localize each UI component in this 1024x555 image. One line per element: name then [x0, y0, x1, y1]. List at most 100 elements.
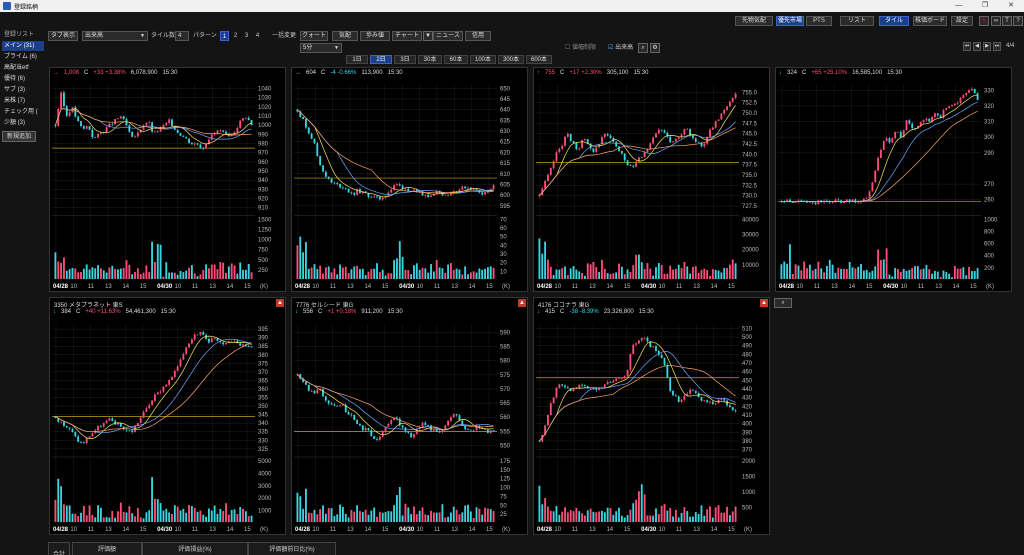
volume-bar — [202, 514, 205, 522]
limit-checkbox[interactable]: ☐ 値幅制限 — [565, 45, 597, 51]
interval-1[interactable]: 2日 — [370, 55, 392, 64]
candle — [438, 431, 441, 433]
pattern-2[interactable]: 2 — [233, 33, 238, 39]
top-button-1[interactable]: 優先市場 — [776, 16, 804, 26]
volume-bar — [381, 512, 384, 522]
top-button-0[interactable]: 先物気配 — [735, 16, 773, 26]
alert-icon[interactable]: ▲ — [276, 299, 284, 307]
interval-0[interactable]: 1日 — [346, 55, 368, 64]
alert-icon[interactable]: ▲ — [518, 299, 526, 307]
tile-count-stepper[interactable]: 4 — [175, 31, 189, 41]
last-page-icon[interactable]: ⏭ — [993, 42, 1001, 51]
sidebar-item-5[interactable]: 米株 (7) — [2, 96, 44, 107]
link-icon[interactable]: ∞ — [991, 16, 1001, 26]
y-tick-label: 560 — [500, 415, 511, 421]
bulk-button-1[interactable]: 気配 — [332, 31, 358, 41]
interval-select[interactable]: 5分 ▼ — [300, 43, 342, 53]
sidebar-item-1[interactable]: プライム (6) — [2, 52, 44, 63]
candle — [145, 408, 148, 412]
top-button-4[interactable]: タイル — [879, 16, 909, 26]
pen-icon[interactable]: ✎ — [979, 16, 989, 26]
volume-checkbox[interactable]: ☑ 出来高 — [608, 43, 633, 53]
interval-3[interactable]: 30本 — [418, 55, 442, 64]
pattern-4[interactable]: 4 — [255, 33, 260, 39]
last-price: 1,008 — [64, 70, 80, 76]
candlestick-chart[interactable]: 395 390 385 380 375 370 365 360 355 350 345 340 335 3… — [50, 308, 286, 535]
alert-icon[interactable]: ▲ — [760, 299, 768, 307]
interval-4[interactable]: 60本 — [444, 55, 468, 64]
stock-tile-2[interactable]: ↑ 755 C +17 +2.30% 305,100 15:30 755.0 752.5 750… — [533, 67, 770, 292]
moving-average-line — [539, 121, 736, 196]
candle — [216, 338, 219, 342]
volume-bar — [139, 274, 142, 279]
interval-2[interactable]: 3日 — [394, 55, 416, 64]
stock-tile-3[interactable]: ↓ 324 C +65 +25.10% 16,585,100 15:30 330 320 310… — [775, 67, 1012, 292]
stock-tile-5[interactable]: 7776 セルシード 東G ↓ 556 C +1 +0.18% 911,200 15:30 5… — [291, 297, 528, 535]
search-icon[interactable]: ⌕ — [774, 298, 792, 308]
minimize-icon[interactable]: — — [955, 2, 963, 9]
pattern-1[interactable]: 1 — [220, 31, 229, 41]
zoom-icon[interactable]: ⌕ — [638, 43, 648, 53]
dropdown-icon[interactable]: ▼ — [423, 31, 433, 41]
x-tick-label: 04/30 — [399, 527, 415, 533]
stock-tile-4[interactable]: 3350 メタプラネット 東S ↓ 384 C +40 +11.63% 54,461,30… — [49, 297, 286, 535]
volume-bar — [791, 273, 794, 279]
stock-tile-1[interactable]: → 604 C -4 -0.66% 113,900 15:30 650 645 640 635 63… — [291, 67, 528, 292]
sort-select[interactable]: 出来高 ▼ — [82, 31, 148, 41]
sidebar-item-6[interactable]: チェック用 ( — [2, 107, 44, 118]
candlestick-chart[interactable]: 510 500 490 480 470 460 450 440 430 420 410 400 390 3… — [534, 308, 770, 535]
candlestick-chart[interactable]: 650 645 640 635 630 625 620 615 610 605 600 595 04/2… — [292, 68, 528, 292]
x-tick-label: 11 — [434, 284, 441, 290]
maximize-icon[interactable]: ❐ — [981, 2, 989, 9]
sidebar-item-0[interactable]: メイン (31) — [2, 41, 44, 52]
candle — [364, 428, 367, 431]
stock-tile-0[interactable]: → 1,008 C +33 +3.38% 6,078,900 15:30 1040 1030 1… — [49, 67, 286, 292]
top-button-5[interactable]: 株価ボード — [913, 16, 947, 26]
stock-tile-6[interactable]: 4176 ココナラ 東G ↓ 415 C -38 -8.39% 23,326,800 15:… — [533, 297, 770, 535]
candle — [88, 436, 91, 438]
candle — [603, 133, 606, 138]
volume-bar — [885, 248, 888, 279]
volume-bar — [213, 264, 216, 279]
top-button-2[interactable]: PTS — [806, 16, 832, 26]
interval-5[interactable]: 100本 — [470, 55, 496, 64]
volume-bar — [618, 507, 620, 522]
candle — [646, 337, 649, 342]
interval-6[interactable]: 300本 — [498, 55, 524, 64]
bulk-button-4[interactable]: ニュース — [433, 31, 463, 41]
prev-page-icon[interactable]: ◀ — [973, 42, 981, 51]
top-button-3[interactable]: リスト — [840, 16, 874, 26]
settings-icon[interactable]: ⚙ — [650, 43, 660, 53]
volume-bar — [623, 274, 626, 279]
interval-7[interactable]: 600本 — [526, 55, 552, 64]
close-icon[interactable]: ✕ — [1008, 2, 1014, 9]
text-icon[interactable]: T — [1002, 16, 1012, 26]
next-page-icon[interactable]: ▶ — [983, 42, 991, 51]
sidebar-item-4[interactable]: サブ (3) — [2, 85, 44, 96]
add-list-button[interactable]: 新規追加 — [2, 131, 36, 142]
bulk-button-2[interactable]: 歩み値 — [360, 31, 390, 41]
volume-bar — [968, 266, 970, 279]
candlestick-chart[interactable]: 755.0 752.5 750.0 747.5 745.0 742.5 740.0 737.5… — [534, 68, 770, 292]
candle — [694, 390, 697, 394]
candlestick-chart[interactable]: 1040103010201010100099098097096095094093… — [50, 68, 286, 292]
bulk-button-3[interactable]: チャート — [392, 31, 422, 41]
sidebar-item-2[interactable]: 高配当etf — [2, 63, 44, 74]
volume-bar — [609, 508, 612, 522]
candle — [606, 382, 609, 385]
top-button-6[interactable]: 設定 — [951, 16, 973, 26]
volume-bar — [196, 511, 199, 522]
y-tick-label: 1010 — [258, 114, 272, 120]
help-icon[interactable]: ? — [1013, 16, 1023, 26]
bulk-button-5[interactable]: 信用 — [465, 31, 491, 41]
volume-bar — [720, 272, 723, 279]
volume-bar — [176, 274, 179, 279]
tab-display-button[interactable]: タブ表示 — [48, 31, 78, 41]
sidebar-item-3[interactable]: 優待 (6) — [2, 74, 44, 85]
bulk-button-0[interactable]: クォート — [300, 31, 328, 41]
first-page-icon[interactable]: ⏮ — [963, 42, 971, 51]
pattern-3[interactable]: 3 — [244, 33, 249, 39]
sidebar-item-7[interactable]: 少額 (3) — [2, 118, 44, 129]
